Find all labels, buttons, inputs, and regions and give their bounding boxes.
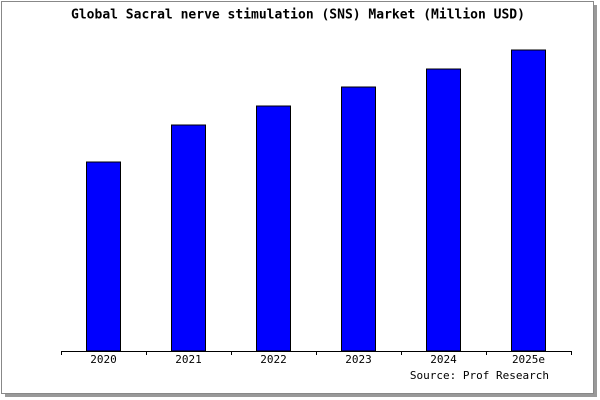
bar: [171, 124, 206, 352]
chart-title: Global Sacral nerve stimulation (SNS) Ma…: [71, 8, 525, 23]
x-tick-label: 2024: [430, 353, 457, 366]
x-tick-label: 2025e: [512, 353, 545, 366]
x-tick-label: 2020: [90, 353, 117, 366]
bar: [256, 105, 291, 352]
x-tick-label: 2023: [345, 353, 372, 366]
bar: [86, 161, 121, 352]
source-note: Source: Prof Research: [410, 369, 549, 382]
bar: [341, 86, 376, 352]
bar: [426, 68, 461, 352]
bar: [511, 49, 546, 352]
x-tick-label: 2021: [175, 353, 202, 366]
x-tick-label: 2022: [260, 353, 287, 366]
